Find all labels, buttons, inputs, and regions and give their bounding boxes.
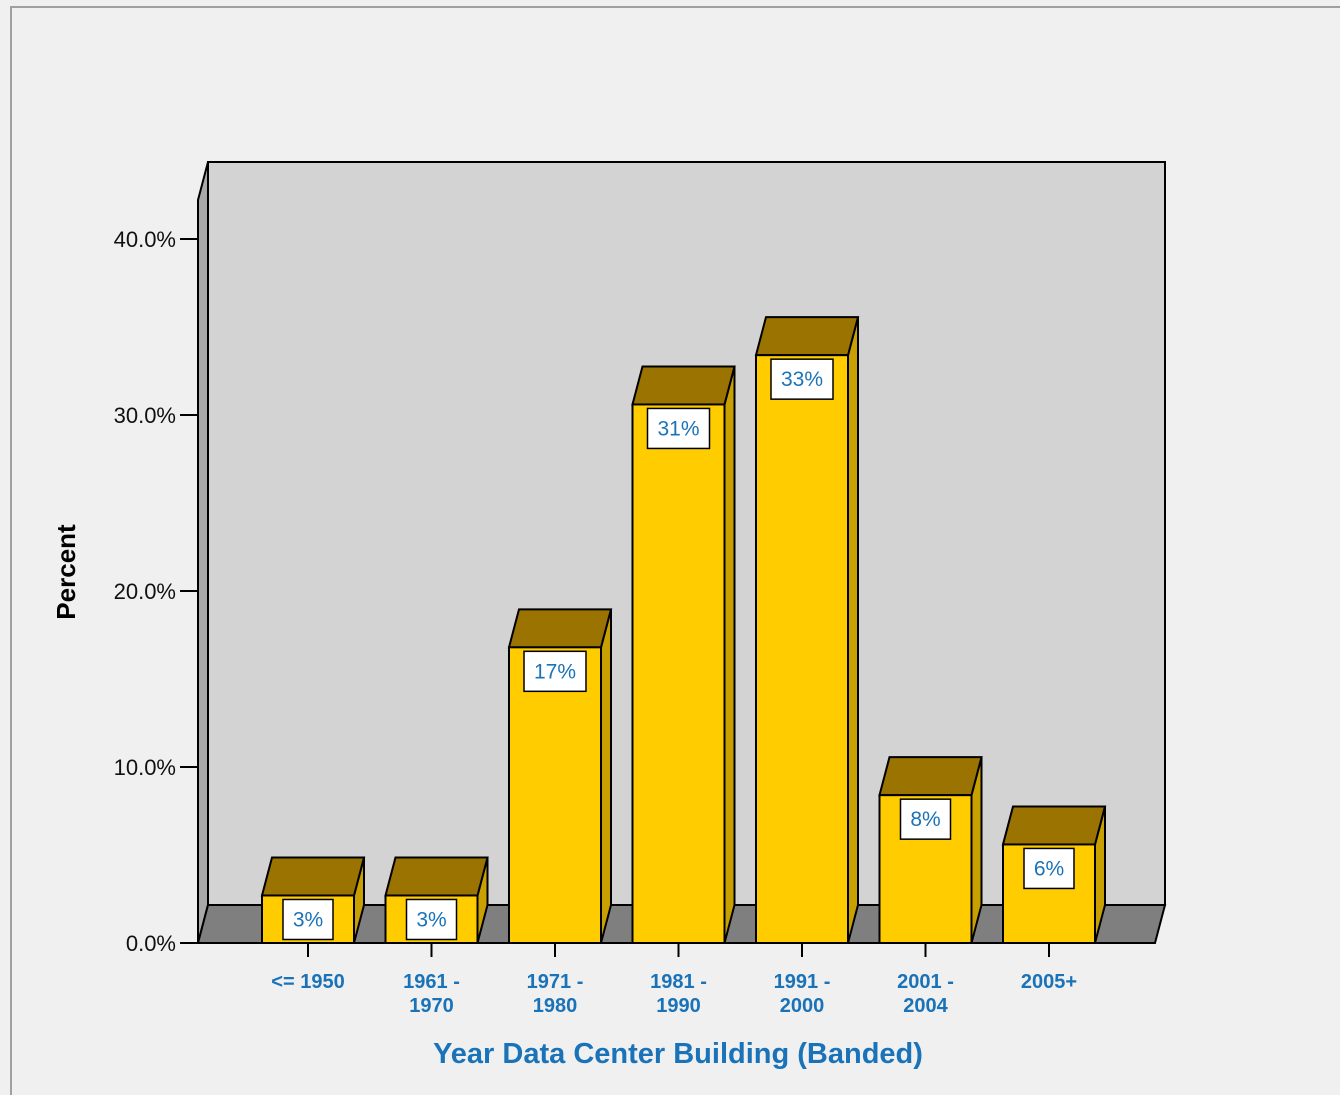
data-label-box xyxy=(523,650,587,693)
y-tick-label: 20.0% xyxy=(114,579,176,604)
data-label-box xyxy=(1023,847,1075,890)
x-tick-label: <= 1950 xyxy=(271,971,344,993)
data-label: 3% xyxy=(416,908,446,931)
bar-top xyxy=(878,756,983,797)
x-tick-label: 1991 -2000 xyxy=(774,971,831,1017)
x-tick-label: 1981 -1990 xyxy=(650,971,707,1017)
y-axis-title: Percent xyxy=(51,524,81,620)
data-label: 31% xyxy=(657,417,699,440)
x-tick-label: 2005+ xyxy=(1021,971,1077,993)
y-tick-label: 40.0% xyxy=(114,227,176,252)
data-label: 6% xyxy=(1034,857,1064,880)
bar-side xyxy=(600,609,612,944)
y-tick-label: 0.0% xyxy=(126,931,176,956)
data-label-box xyxy=(899,798,952,840)
bar-top xyxy=(507,608,613,649)
bars: 3% 3% 17% 31% 33% 8% 6% xyxy=(260,316,1107,945)
bar: 17% xyxy=(507,608,613,944)
y-tick-label: 10.0% xyxy=(114,755,176,780)
bar-front xyxy=(631,403,726,944)
left-wall xyxy=(197,161,209,944)
bar-side xyxy=(847,316,859,944)
data-label: 33% xyxy=(781,368,823,391)
bar: 33% xyxy=(754,316,860,945)
data-label: 8% xyxy=(910,808,940,831)
bar: 3% xyxy=(384,856,489,944)
bar-front xyxy=(508,646,602,944)
bar-top xyxy=(754,316,860,357)
bar: 6% xyxy=(1001,805,1107,944)
data-label-box xyxy=(405,898,458,941)
bar-side xyxy=(723,366,736,944)
x-tick-label: 1961 -1970 xyxy=(403,971,460,1017)
x-axis-title: Year Data Center Building (Banded) xyxy=(433,1038,923,1070)
data-label-box xyxy=(646,407,711,450)
data-label: 3% xyxy=(293,908,323,931)
x-tick-label: 2001 -2004 xyxy=(897,971,954,1017)
data-label-box xyxy=(770,358,834,400)
data-label-box xyxy=(282,898,334,941)
bar-top xyxy=(384,856,489,897)
y-tick-label: 30.0% xyxy=(114,403,176,428)
bar-top xyxy=(1001,805,1107,846)
y-axis: 0.0% 10.0% 20.0% 30.0% 40.0% xyxy=(114,200,199,956)
bar: 31% xyxy=(631,365,736,944)
bar-front xyxy=(755,354,849,945)
bar-top xyxy=(260,856,366,897)
bar-top xyxy=(631,365,736,406)
x-tick-label: 1971 -1980 xyxy=(527,971,584,1017)
x-axis: <= 1950 1961 -1970 1971 -1980 1981 -1990 199… xyxy=(180,942,1155,1017)
data-label: 17% xyxy=(534,660,576,683)
bar: 8% xyxy=(878,756,983,944)
bar: 3% xyxy=(260,856,366,944)
